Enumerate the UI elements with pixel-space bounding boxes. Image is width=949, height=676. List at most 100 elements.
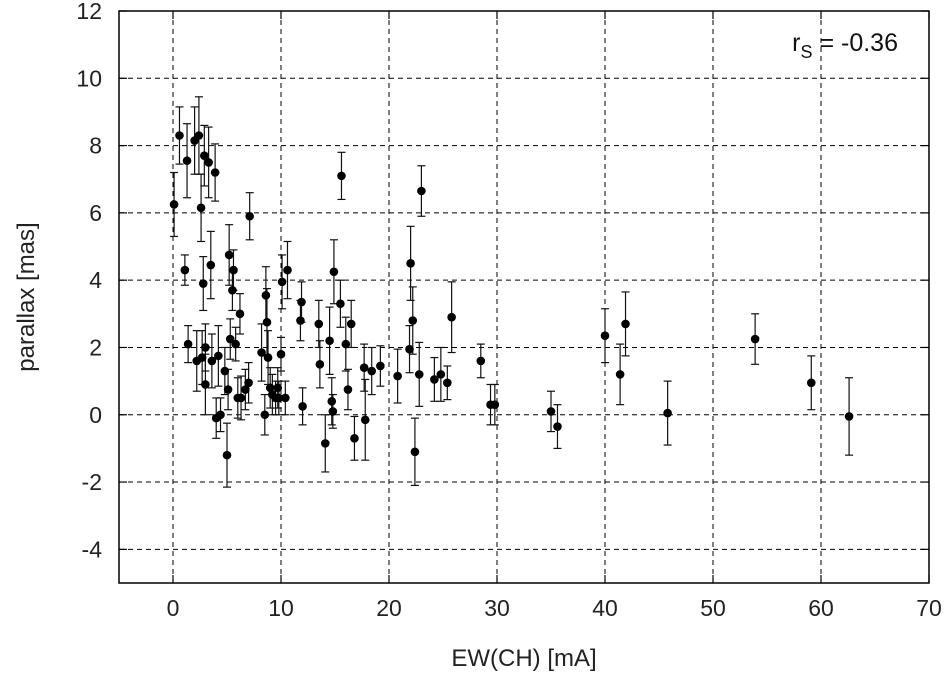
data-points (169, 131, 854, 460)
data-point (201, 343, 210, 352)
y-tick-label: 6 (89, 200, 102, 226)
data-point (265, 383, 275, 393)
data-point (367, 366, 377, 376)
data-point (476, 356, 486, 366)
data-point (236, 393, 246, 403)
x-tick-label: 0 (167, 595, 180, 621)
data-point (183, 339, 193, 349)
data-point (283, 265, 292, 275)
data-point (245, 211, 254, 221)
data-point (276, 349, 286, 359)
grid-lines (119, 11, 929, 583)
plot-frame (118, 10, 930, 584)
data-point (621, 319, 630, 329)
y-tick-label: 12 (76, 0, 102, 24)
y-tick-label: 0 (89, 402, 102, 428)
data-point (546, 407, 556, 416)
data-point (298, 402, 307, 411)
data-point (206, 260, 216, 270)
data-point (182, 156, 192, 166)
x-tick-label: 60 (808, 595, 834, 621)
data-point (274, 393, 284, 403)
data-point (210, 168, 220, 177)
spearman-annotation: rS = -0.36 (792, 29, 898, 62)
data-point (257, 348, 266, 357)
data-point (200, 151, 209, 160)
data-point (244, 378, 253, 388)
data-point (430, 375, 439, 384)
data-point (281, 393, 290, 403)
data-point (325, 336, 334, 346)
data-point (261, 291, 271, 300)
data-point (750, 334, 760, 344)
data-point (343, 385, 353, 394)
data-point (414, 370, 424, 379)
data-point (350, 434, 359, 443)
data-point (201, 380, 210, 389)
data-point (216, 410, 225, 420)
data-point (376, 361, 385, 371)
annotation-base: r (792, 29, 800, 57)
data-point (806, 378, 816, 388)
x-axis-label: EW(CH) [mA] (451, 645, 596, 672)
data-point (315, 359, 325, 369)
data-point (194, 131, 204, 140)
data-point (296, 316, 305, 325)
y-tick-label: -2 (82, 469, 102, 495)
y-tick-label: 8 (89, 133, 102, 159)
data-point (336, 299, 345, 309)
data-point (198, 279, 208, 288)
data-point (393, 371, 402, 381)
data-point (207, 356, 217, 366)
data-point (320, 439, 330, 448)
data-point (436, 370, 446, 379)
x-tick-label: 40 (592, 595, 618, 621)
data-point (235, 309, 245, 319)
data-point (410, 447, 420, 457)
data-point (241, 385, 250, 394)
data-point (844, 412, 854, 421)
data-point (346, 319, 356, 329)
data-point (405, 344, 414, 354)
data-point (262, 317, 272, 327)
data-point (196, 203, 206, 213)
data-point (197, 353, 207, 362)
data-point (341, 339, 351, 349)
data-point (229, 265, 238, 275)
data-point (337, 171, 346, 181)
data-point (553, 422, 562, 431)
error-bars (170, 96, 854, 488)
y-tick-label: 2 (89, 334, 102, 360)
annotation-subscript: S (801, 42, 813, 62)
x-tick-label: 50 (700, 595, 726, 621)
data-point (328, 407, 338, 416)
data-point (231, 339, 240, 349)
data-point (204, 158, 213, 167)
data-point (263, 353, 273, 362)
data-point (408, 316, 418, 325)
data-point (359, 363, 369, 372)
data-point (406, 259, 415, 268)
y-tick-label: -4 (82, 536, 103, 562)
data-point (273, 383, 283, 393)
data-point (228, 285, 237, 295)
data-point (314, 319, 324, 329)
x-tick-label: 70 (916, 595, 942, 621)
data-point (490, 400, 500, 409)
data-point (214, 351, 223, 361)
data-point (443, 378, 452, 388)
x-tick-label: 10 (268, 595, 294, 621)
data-point (223, 385, 233, 394)
x-tick-label: 30 (484, 595, 510, 621)
data-point (615, 370, 625, 379)
data-point (180, 265, 190, 275)
data-point (297, 297, 306, 307)
y-ticks: -4 -2 0 2 4 6 8 10 12 (76, 0, 929, 562)
data-point (224, 250, 234, 260)
data-point (327, 397, 337, 406)
data-point (277, 277, 287, 287)
data-point (417, 186, 426, 196)
data-point (329, 267, 339, 277)
data-point (663, 408, 672, 418)
